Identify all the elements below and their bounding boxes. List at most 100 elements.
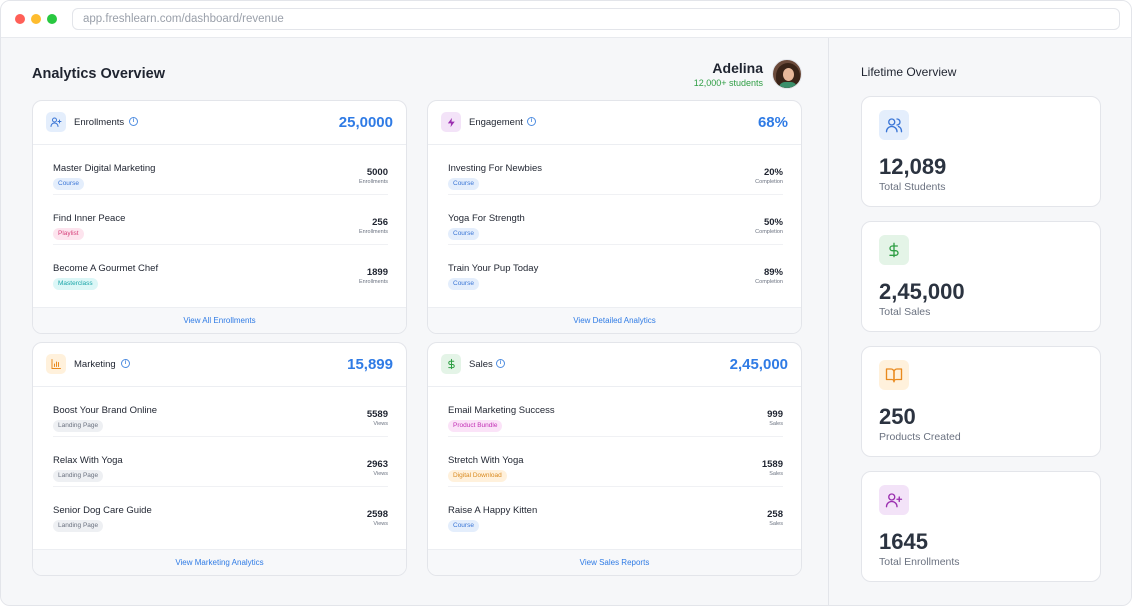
lifetime-overview-panel: Lifetime Overview 12,089 Total Students … — [828, 38, 1131, 605]
card-total: 15,899 — [347, 356, 393, 373]
item-tag: Course — [53, 178, 84, 190]
list-item[interactable]: Boost Your Brand Online Landing Page 558… — [53, 387, 388, 437]
user-plus-icon — [879, 485, 909, 515]
item-title: Stretch With Yoga — [448, 455, 524, 466]
info-icon[interactable]: i — [496, 359, 505, 368]
item-title: Boost Your Brand Online — [53, 405, 158, 416]
item-title: Become A Gourmet Chef — [53, 263, 159, 274]
item-value: 258 — [767, 509, 783, 520]
list-item[interactable]: Raise A Happy Kitten Course 258 Sales — [448, 487, 783, 537]
info-icon[interactable]: i — [129, 117, 138, 126]
list-item[interactable]: Master Digital Marketing Course 5000 Enr… — [53, 145, 388, 195]
info-icon[interactable]: i — [527, 117, 536, 126]
item-value: 2598 — [366, 509, 388, 520]
card-total: 68% — [757, 114, 788, 131]
item-tag: Landing Page — [53, 420, 104, 432]
view-sales-reports-link[interactable]: View Sales Reports — [428, 549, 801, 575]
card-header: Sales i 2,45,000 — [428, 343, 801, 387]
stat-card-products-created[interactable]: 250 Products Created — [861, 346, 1101, 457]
user-student-count: 12,000+ students — [693, 78, 763, 88]
item-value: 5000 — [366, 167, 388, 178]
item-tag: Course — [448, 520, 479, 532]
card-header: Enrollments i 25,0000 — [33, 101, 406, 145]
item-unit: Sales — [769, 421, 783, 427]
list-item[interactable]: Investing For Newbies Course 20% Complet… — [448, 145, 783, 195]
item-tag: Landing Page — [53, 520, 104, 532]
stat-value: 12,089 — [879, 154, 947, 179]
sales-card: Sales i 2,45,000 Email Marketing Success… — [427, 342, 802, 576]
item-unit: Views — [373, 421, 388, 427]
item-value: 50% — [763, 217, 783, 228]
card-total: 25,0000 — [338, 114, 393, 131]
address-bar[interactable]: app.freshlearn.com/dashboard/revenue — [72, 8, 1120, 30]
list-item[interactable]: Stretch With Yoga Digital Download 1589 … — [448, 437, 783, 487]
card-header: Marketing i 15,899 — [33, 343, 406, 387]
item-unit: Completion — [755, 229, 783, 235]
list-item[interactable]: Train Your Pup Today Course 89% Completi… — [448, 245, 783, 295]
item-unit: Views — [373, 521, 388, 527]
list-item[interactable]: Senior Dog Care Guide Landing Page 2598 … — [53, 487, 388, 537]
stat-value: 250 — [879, 404, 916, 429]
item-unit: Enrollments — [358, 179, 388, 185]
minimize-window-button[interactable] — [31, 14, 41, 24]
list-item[interactable]: Yoga For Strength Course 50% Completion — [448, 195, 783, 245]
item-tag: Masterclass — [53, 278, 98, 290]
card-title: Sales — [469, 359, 493, 370]
lightning-icon — [441, 112, 461, 132]
stat-card-total-enrollments[interactable]: 1645 Total Enrollments — [861, 471, 1101, 582]
item-tag: Product Bundle — [448, 420, 503, 432]
stat-label: Total Students — [879, 181, 946, 193]
view-marketing-analytics-link[interactable]: View Marketing Analytics — [33, 549, 406, 575]
item-tag: Playlist — [53, 228, 84, 240]
view-detailed-analytics-link[interactable]: View Detailed Analytics — [428, 307, 801, 333]
item-title: Email Marketing Success — [448, 405, 555, 416]
item-title: Yoga For Strength — [448, 213, 525, 224]
item-title: Find Inner Peace — [53, 213, 126, 224]
item-unit: Enrollments — [358, 279, 388, 285]
bar-chart-icon — [46, 354, 66, 374]
user-plus-icon — [46, 112, 66, 132]
item-value: 1899 — [366, 267, 388, 278]
info-icon[interactable]: i — [121, 359, 130, 368]
stat-value: 1645 — [879, 529, 928, 554]
analytics-main: Analytics Overview Adelina 12,000+ stude… — [1, 38, 828, 605]
stat-card-total-students[interactable]: 12,089 Total Students — [861, 96, 1101, 207]
card-title: Engagement — [469, 117, 523, 128]
browser-titlebar: app.freshlearn.com/dashboard/revenue — [1, 1, 1131, 38]
item-title: Raise A Happy Kitten — [448, 505, 538, 516]
item-tag: Digital Download — [448, 470, 507, 482]
user-name: Adelina — [712, 60, 763, 76]
marketing-card: Marketing i 15,899 Boost Your Brand Onli… — [32, 342, 407, 576]
stat-card-total-sales[interactable]: 2,45,000 Total Sales — [861, 221, 1101, 332]
stat-label: Products Created — [879, 431, 961, 443]
maximize-window-button[interactable] — [47, 14, 57, 24]
enrollments-card: Enrollments i 25,0000 Master Digital Mar… — [32, 100, 407, 334]
item-tag: Course — [448, 278, 479, 290]
list-item[interactable]: Relax With Yoga Landing Page 2963 Views — [53, 437, 388, 487]
list-item[interactable]: Email Marketing Success Product Bundle 9… — [448, 387, 783, 437]
item-unit: Completion — [755, 179, 783, 185]
close-window-button[interactable] — [15, 14, 25, 24]
item-value: 89% — [763, 267, 783, 278]
item-unit: Completion — [755, 279, 783, 285]
card-title: Marketing — [74, 359, 116, 370]
card-header: Engagement i 68% — [428, 101, 801, 145]
dollar-icon — [879, 235, 909, 265]
item-title: Train Your Pup Today — [448, 263, 539, 274]
stat-label: Total Enrollments — [879, 556, 960, 568]
list-item[interactable]: Become A Gourmet Chef Masterclass 1899 E… — [53, 245, 388, 295]
item-tag: Course — [448, 228, 479, 240]
item-title: Relax With Yoga — [53, 455, 123, 466]
card-total: 2,45,000 — [729, 356, 788, 373]
item-value: 999 — [767, 409, 783, 420]
avatar[interactable] — [772, 59, 802, 89]
list-item[interactable]: Find Inner Peace Playlist 256 Enrollment… — [53, 195, 388, 245]
item-value: 1589 — [761, 459, 783, 470]
panel-title: Lifetime Overview — [861, 65, 957, 79]
engagement-card: Engagement i 68% Investing For Newbies C… — [427, 100, 802, 334]
item-tag: Landing Page — [53, 470, 104, 482]
view-all-enrollments-link[interactable]: View All Enrollments — [33, 307, 406, 333]
item-title: Investing For Newbies — [448, 163, 542, 174]
item-unit: Enrollments — [358, 229, 388, 235]
